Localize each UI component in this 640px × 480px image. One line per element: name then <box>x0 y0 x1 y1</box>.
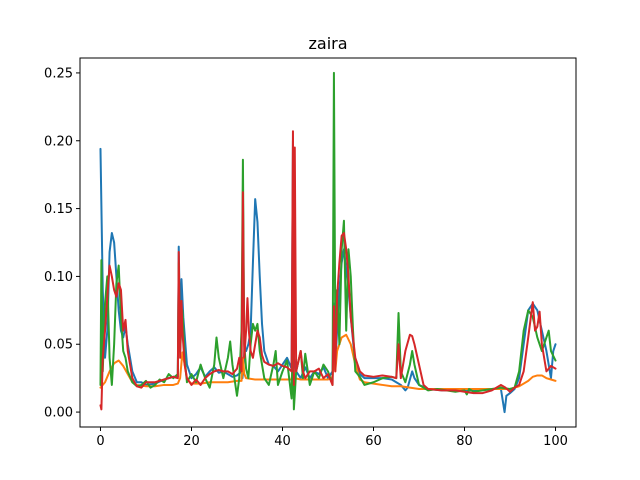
y-tick-label: 0.10 <box>44 270 73 285</box>
y-tick-label: 0.00 <box>44 406 73 421</box>
y-tick-label: 0.25 <box>44 66 73 81</box>
x-tick-label: 40 <box>274 434 291 449</box>
x-tick-label: 60 <box>365 434 382 449</box>
x-tick-label: 0 <box>96 434 104 449</box>
plot-area <box>79 57 577 428</box>
x-axis: 0 20 40 60 80 100 <box>96 427 568 449</box>
y-tick-label: 0.05 <box>44 338 73 353</box>
y-tick-label: 0.20 <box>44 134 73 149</box>
chart-title: zaira <box>308 34 347 53</box>
series-group <box>99 71 557 414</box>
x-tick-label: 100 <box>543 434 568 449</box>
y-tick-label: 0.15 <box>44 202 73 217</box>
series-line-4 <box>99 130 557 411</box>
axes-frame <box>79 57 577 428</box>
x-tick-label: 80 <box>456 434 473 449</box>
x-tick-label: 20 <box>183 434 200 449</box>
y-axis: 0.00 0.05 0.10 0.15 0.20 0.25 <box>44 66 80 421</box>
